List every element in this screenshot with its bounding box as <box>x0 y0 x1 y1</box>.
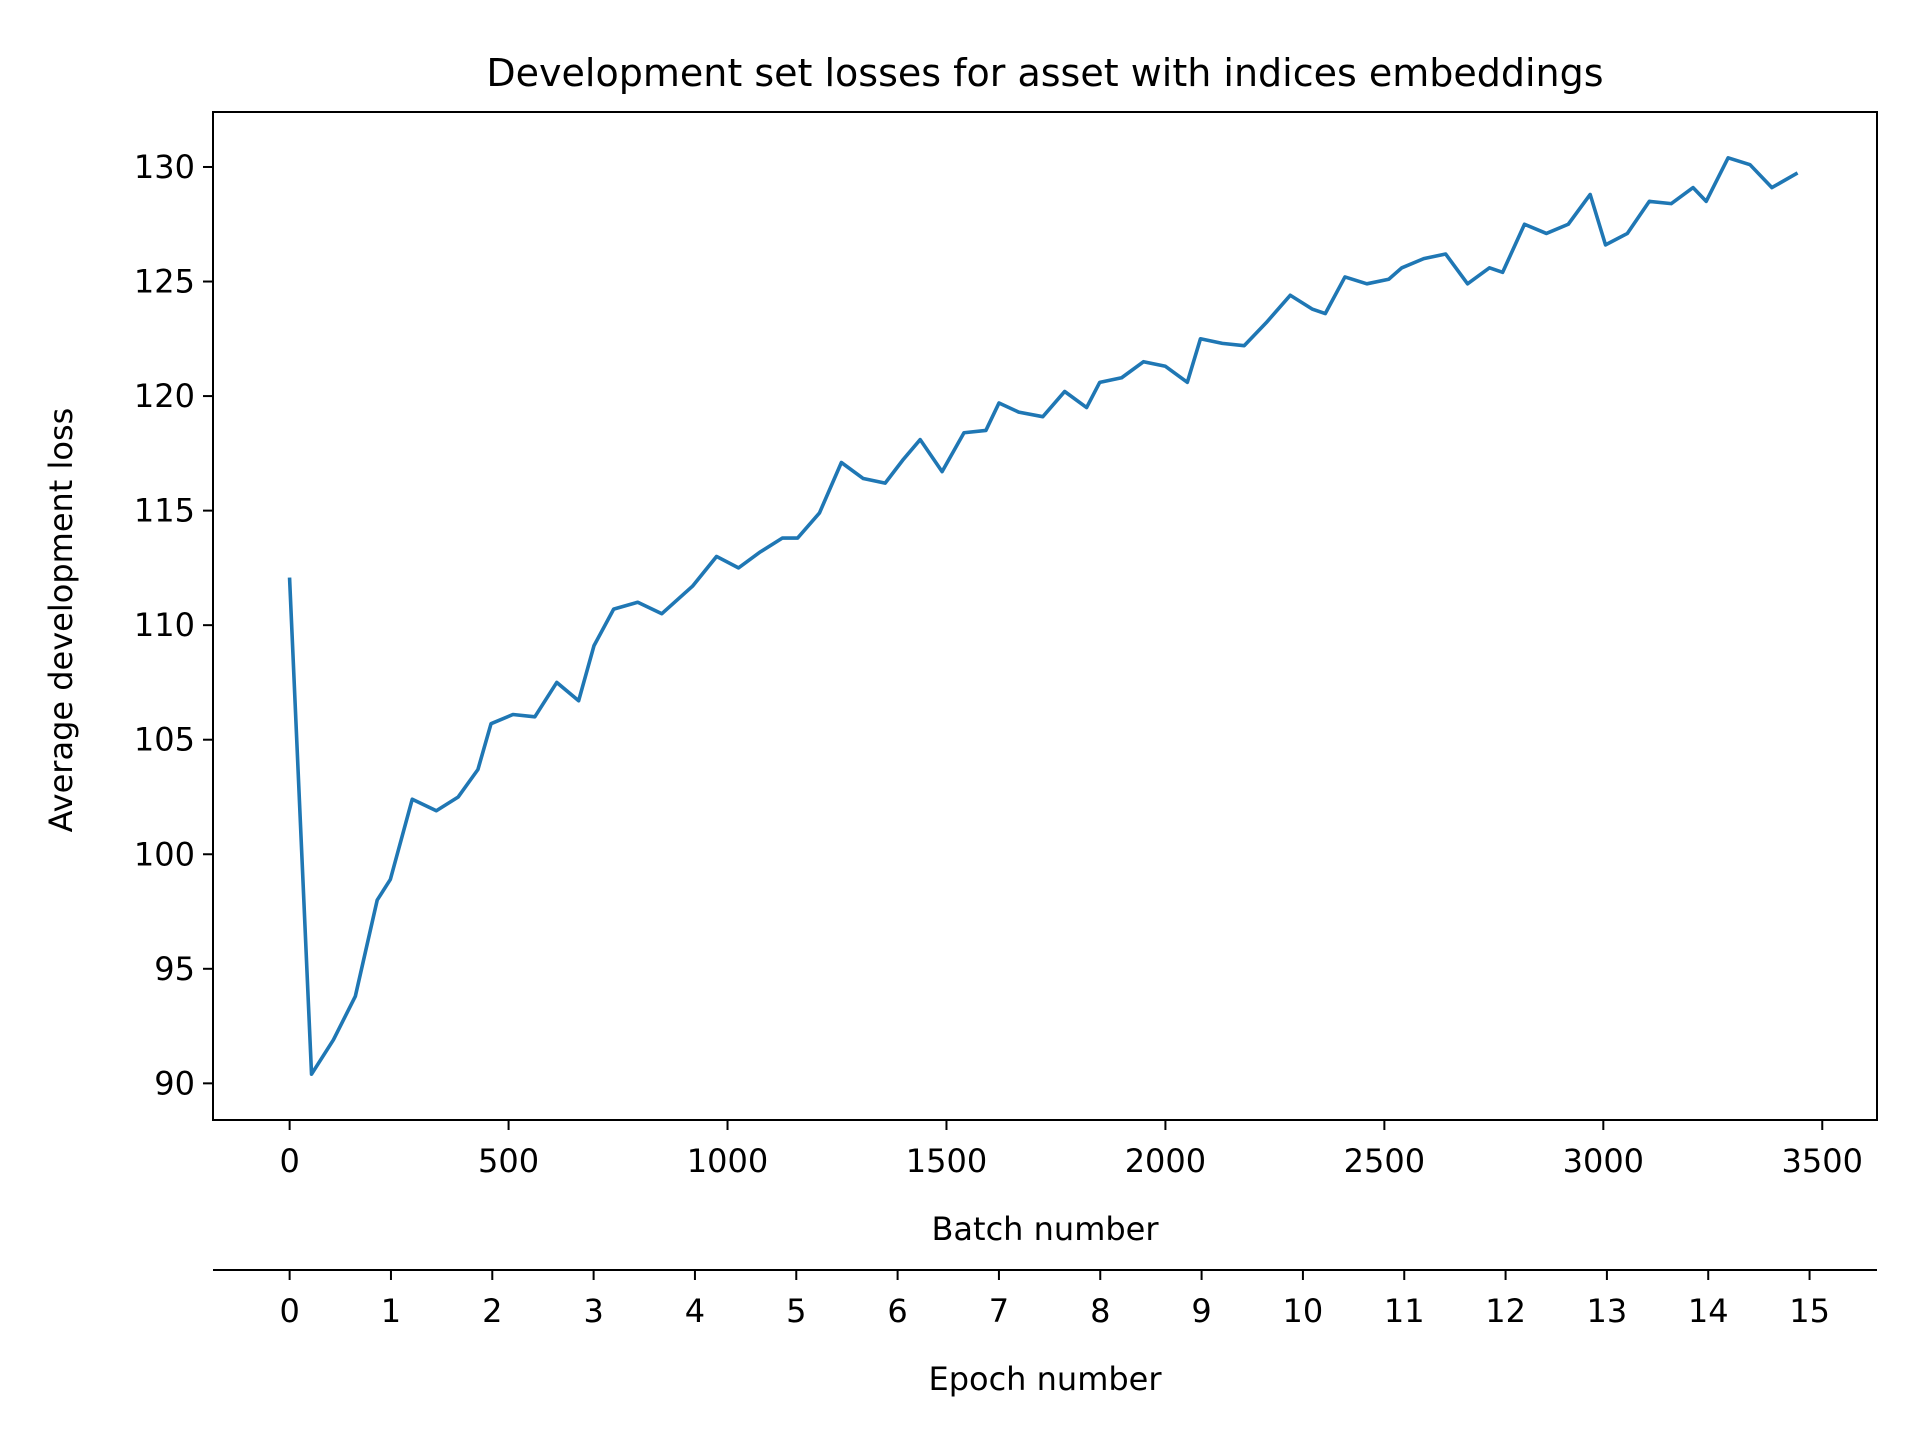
y-tick-label: 90 <box>154 1064 195 1102</box>
x-tick-label: 2000 <box>1125 1142 1206 1180</box>
x-tick-label: 1000 <box>687 1142 768 1180</box>
epoch-tick-label: 12 <box>1485 1292 1526 1330</box>
x-axis-label: Batch number <box>931 1210 1159 1248</box>
y-tick-label: 130 <box>134 148 195 186</box>
epoch-tick-label: 13 <box>1587 1292 1628 1330</box>
y-tick-label: 125 <box>134 263 195 301</box>
epoch-tick-label: 5 <box>786 1292 806 1330</box>
chart-title: Development set losses for asset with in… <box>486 51 1603 95</box>
y-tick-label: 120 <box>134 377 195 415</box>
epoch-tick-label: 0 <box>279 1292 299 1330</box>
epoch-tick-label: 7 <box>989 1292 1009 1330</box>
epoch-tick-label: 3 <box>583 1292 603 1330</box>
x-tick-label: 3500 <box>1782 1142 1863 1180</box>
epoch-tick-label: 2 <box>482 1292 502 1330</box>
x-tick-label: 3000 <box>1563 1142 1644 1180</box>
epoch-tick-label: 6 <box>887 1292 907 1330</box>
y-tick-label: 110 <box>134 606 195 644</box>
x-tick-label: 0 <box>279 1142 299 1180</box>
epoch-tick-label: 9 <box>1191 1292 1211 1330</box>
epoch-tick-label: 1 <box>381 1292 401 1330</box>
epoch-tick-label: 11 <box>1384 1292 1425 1330</box>
secondary-x-axis-label: Epoch number <box>928 1360 1162 1398</box>
epoch-tick-label: 4 <box>685 1292 705 1330</box>
epoch-tick-label: 15 <box>1789 1292 1830 1330</box>
x-tick-label: 2500 <box>1344 1142 1425 1180</box>
epoch-tick-label: 8 <box>1090 1292 1110 1330</box>
y-tick-label: 115 <box>134 492 195 530</box>
epoch-tick-label: 14 <box>1688 1292 1729 1330</box>
x-tick-label: 1500 <box>906 1142 987 1180</box>
y-tick-label: 95 <box>154 950 195 988</box>
y-tick-label: 105 <box>134 721 195 759</box>
x-tick-label: 500 <box>478 1142 539 1180</box>
y-axis-label: Average development loss <box>42 408 80 833</box>
y-tick-label: 100 <box>134 835 195 873</box>
epoch-tick-label: 10 <box>1283 1292 1324 1330</box>
series-line <box>287 156 1799 1076</box>
plot-frame <box>212 111 1878 1121</box>
